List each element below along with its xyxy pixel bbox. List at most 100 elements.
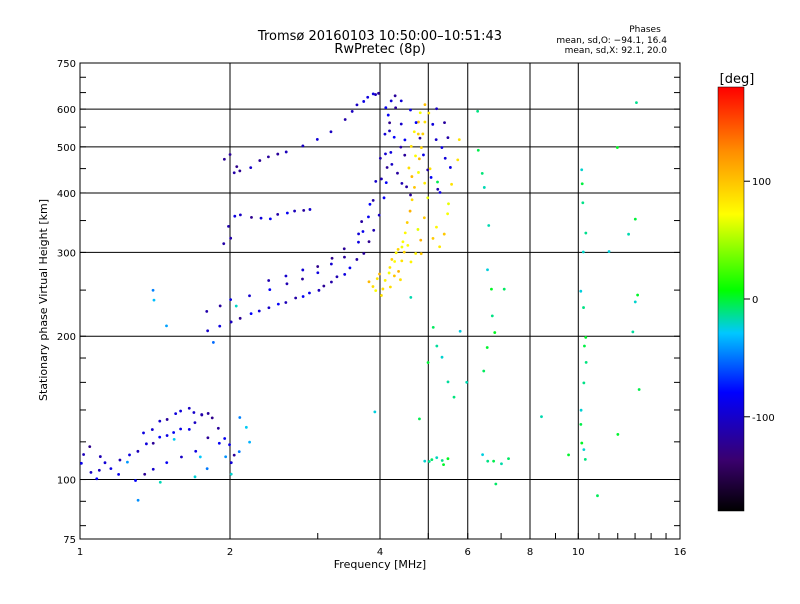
data-point	[368, 202, 372, 206]
data-point	[238, 213, 242, 217]
data-point	[229, 320, 233, 324]
data-point	[436, 187, 440, 191]
data-point	[401, 240, 405, 244]
x-tick-label: 4	[377, 547, 383, 558]
axis-ticks: 1 2 4 6 8 10 16 75 100 200 300 400 500 600 750	[57, 59, 686, 558]
data-point	[95, 477, 99, 481]
data-point	[447, 202, 450, 206]
data-point	[486, 268, 489, 272]
data-point	[615, 146, 619, 149]
data-point	[410, 198, 414, 202]
data-point	[329, 130, 333, 134]
data-point	[607, 250, 611, 253]
data-point	[417, 171, 420, 174]
data-point	[257, 309, 261, 313]
data-point	[366, 95, 370, 99]
data-point	[210, 416, 214, 420]
data-point	[396, 247, 400, 251]
data-point	[371, 199, 375, 202]
data-point	[151, 288, 155, 292]
data-point	[580, 168, 584, 172]
data-point	[192, 411, 196, 414]
data-point	[316, 265, 320, 268]
colorbar-tick-label: -100	[752, 413, 775, 424]
data-point	[452, 395, 456, 399]
data-point	[248, 440, 251, 444]
data-point	[426, 168, 430, 172]
data-point	[193, 421, 197, 425]
data-point	[399, 122, 403, 126]
data-point	[481, 453, 484, 457]
data-point	[583, 344, 586, 348]
x-tick-label: 10	[572, 547, 585, 558]
data-point	[414, 121, 418, 124]
data-point	[431, 122, 435, 126]
data-point	[229, 461, 233, 465]
data-point	[361, 230, 365, 233]
data-point	[480, 171, 484, 175]
data-point	[438, 245, 442, 249]
data-point	[384, 152, 387, 156]
colorbar-ticks: 100 0 -100	[744, 177, 775, 424]
data-point	[616, 433, 620, 436]
data-point	[580, 182, 584, 186]
data-point	[357, 232, 360, 236]
data-point	[97, 468, 101, 472]
data-point	[232, 171, 236, 175]
data-point	[435, 107, 438, 111]
data-point	[237, 450, 241, 453]
data-point	[165, 418, 169, 421]
data-point	[355, 103, 359, 107]
data-point	[259, 216, 263, 220]
data-point	[229, 298, 233, 302]
data-point	[165, 324, 168, 328]
data-point	[380, 177, 383, 181]
data-point	[218, 324, 222, 328]
data-point	[584, 360, 588, 364]
data-point	[418, 417, 421, 421]
data-point	[423, 181, 427, 185]
data-point	[631, 330, 635, 334]
data-point	[388, 266, 392, 269]
data-point	[388, 129, 391, 133]
data-point	[350, 110, 354, 113]
data-point	[248, 294, 251, 298]
data-point	[389, 99, 393, 103]
data-point	[151, 467, 155, 471]
y-tick-label: 300	[57, 248, 76, 259]
data-point	[378, 156, 382, 160]
data-point	[584, 231, 588, 235]
data-point	[266, 155, 270, 159]
data-point	[165, 461, 169, 465]
data-point	[417, 157, 421, 161]
data-point	[493, 331, 497, 334]
colorbar	[717, 86, 745, 512]
data-point	[134, 479, 137, 482]
data-point	[285, 282, 289, 286]
data-point	[179, 427, 183, 431]
data-point	[407, 166, 411, 170]
data-point	[165, 434, 169, 437]
data-point	[301, 144, 305, 148]
data-point	[490, 314, 494, 318]
data-point	[490, 287, 493, 291]
data-point	[458, 329, 462, 333]
data-point	[158, 480, 162, 484]
data-point	[158, 419, 162, 423]
data-point	[494, 482, 498, 486]
data-point	[244, 425, 248, 429]
data-point	[343, 118, 347, 121]
data-point	[579, 289, 583, 293]
data-point	[250, 216, 253, 219]
data-point	[229, 472, 233, 476]
data-point	[409, 108, 412, 112]
data-point	[136, 449, 140, 453]
data-point	[428, 167, 432, 171]
data-point	[301, 295, 305, 298]
data-point	[500, 462, 503, 466]
data-point	[408, 209, 412, 213]
data-point	[357, 240, 360, 244]
data-point	[375, 277, 379, 281]
data-point	[136, 498, 140, 502]
data-point	[423, 120, 427, 124]
